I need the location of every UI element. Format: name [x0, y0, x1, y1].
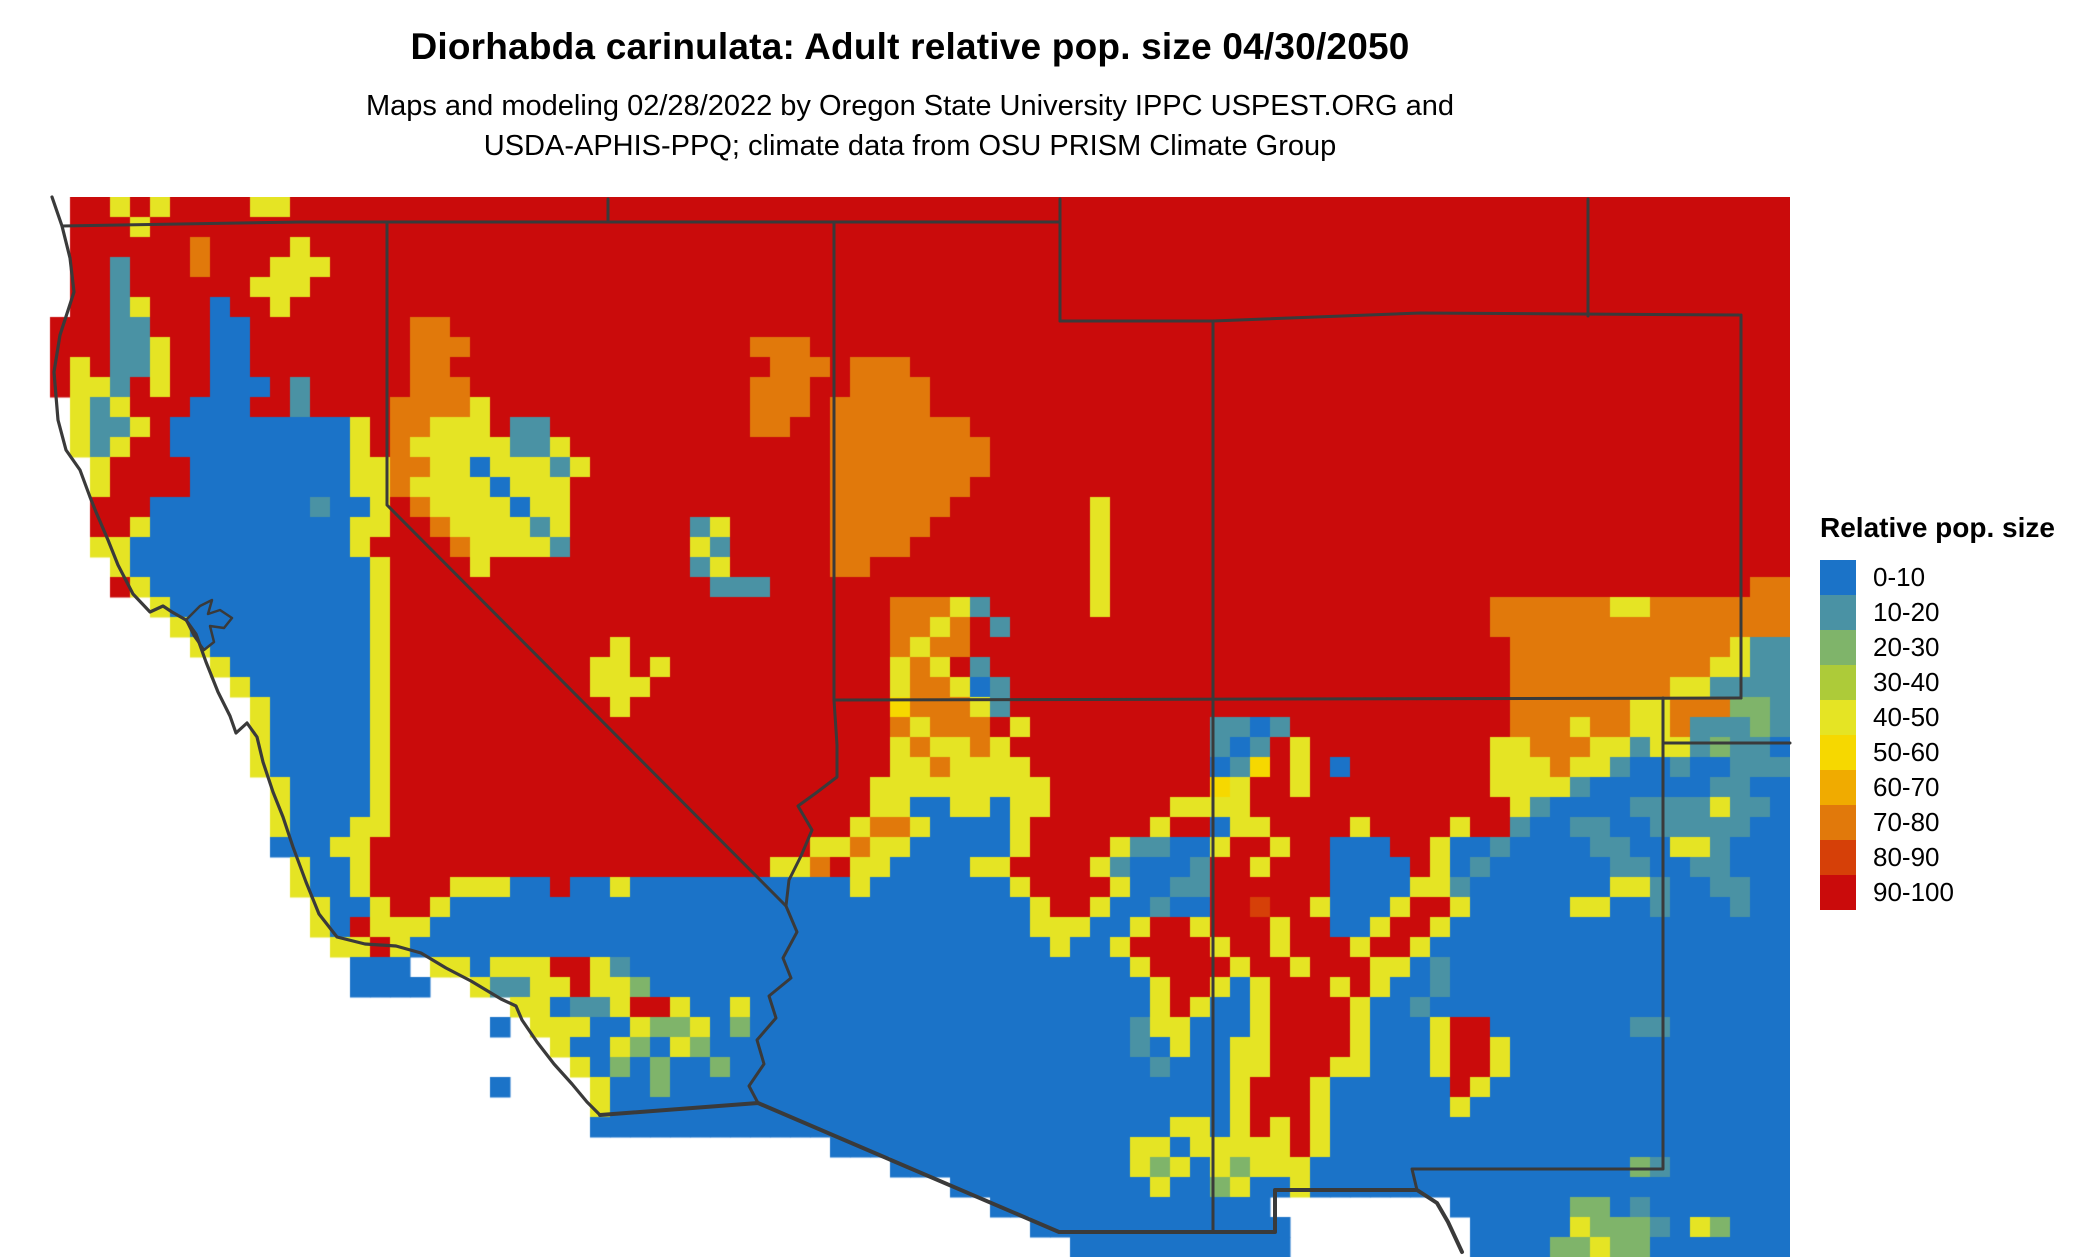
legend-label: 60-70 [1873, 772, 1940, 802]
page-title: Diorhabda carinulata: Adult relative pop… [410, 26, 1410, 67]
legend-row: 50-60 [1820, 735, 2055, 770]
legend-label: 90-100 [1873, 877, 1954, 907]
legend-title: Relative pop. size [1820, 512, 2055, 543]
legend-row: 30-40 [1820, 665, 2055, 700]
legend-label: 80-90 [1873, 842, 1940, 872]
legend-row: 20-30 [1820, 630, 2055, 665]
legend-swatch [1820, 875, 1856, 910]
legend-label: 70-80 [1873, 807, 1940, 837]
legend-row: 80-90 [1820, 840, 2055, 875]
map-subtitle: Maps and modeling 02/28/2022 by Oregon S… [30, 86, 1790, 166]
map-subtitle-line-2: USDA-APHIS-PPQ; climate data from OSU PR… [483, 130, 1337, 162]
legend-label: 30-40 [1873, 667, 1940, 697]
legend: Relative pop. size 0-10 10-20 20-30 30-40 40… [1820, 512, 2055, 910]
legend-swatch [1820, 735, 1856, 770]
legend-row: 10-20 [1820, 595, 2055, 630]
legend-swatch [1820, 805, 1856, 840]
legend-swatch [1820, 595, 1856, 630]
legend-label: 50-60 [1873, 737, 1940, 767]
legend-swatch [1820, 630, 1856, 665]
legend-row: 70-80 [1820, 805, 2055, 840]
legend-label: 0-10 [1873, 562, 1926, 592]
legend-label: 10-20 [1873, 597, 1940, 627]
legend-row: 40-50 [1820, 700, 2055, 735]
legend-swatch [1820, 770, 1856, 805]
population-raster-map [30, 197, 1790, 1257]
legend-label: 20-30 [1873, 632, 1940, 662]
map-header: Diorhabda carinulata: Adult relative pop… [30, 0, 1790, 166]
legend-rows: 0-10 10-20 20-30 30-40 40-50 50-60 60-70 70-80 8… [1820, 560, 2055, 910]
legend-swatch [1820, 560, 1856, 595]
legend-label: 40-50 [1873, 702, 1940, 732]
legend-swatch [1820, 700, 1856, 735]
legend-swatch [1820, 665, 1856, 700]
legend-row: 0-10 [1820, 560, 2055, 595]
legend-row: 90-100 [1820, 875, 2055, 910]
legend-row: 60-70 [1820, 770, 2055, 805]
map-subtitle-line-1: Maps and modeling 02/28/2022 by Oregon S… [365, 90, 1455, 122]
legend-swatch [1820, 840, 1856, 875]
